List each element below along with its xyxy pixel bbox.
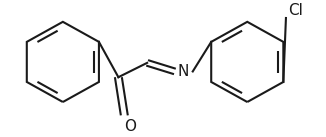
Text: N: N [177,64,188,79]
Text: O: O [124,119,136,134]
Text: Cl: Cl [288,3,303,18]
